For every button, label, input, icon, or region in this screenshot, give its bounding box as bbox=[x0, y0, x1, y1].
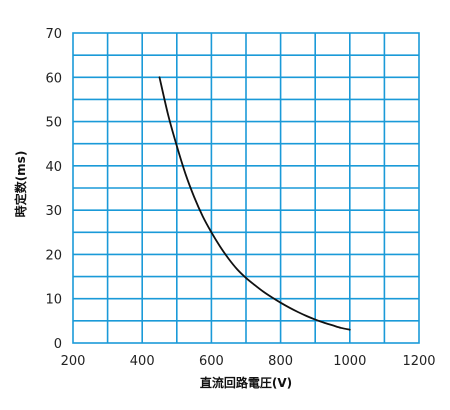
plot-frame bbox=[72, 32, 420, 344]
x-tick-label: 800 bbox=[268, 354, 293, 369]
x-axis-ticks: 200 400 600 800 1000 1200 bbox=[61, 354, 436, 369]
x-axis-title: 直流回路電圧(V) bbox=[200, 375, 292, 390]
y-tick-label: 50 bbox=[45, 116, 62, 131]
y-tick-label: 60 bbox=[45, 71, 62, 86]
x-tick-label: 200 bbox=[61, 354, 86, 369]
y-tick-label: 10 bbox=[45, 293, 62, 308]
x-tick-label: 1000 bbox=[333, 354, 366, 369]
y-tick-label: 40 bbox=[45, 160, 62, 175]
y-axis-ticks: 0 10 20 30 40 50 60 70 bbox=[45, 27, 62, 352]
grid bbox=[73, 33, 419, 343]
y-tick-label: 20 bbox=[45, 248, 62, 263]
x-tick-label: 400 bbox=[130, 354, 155, 369]
y-axis-title: 時定数(ms) bbox=[13, 151, 28, 218]
y-tick-label: 0 bbox=[54, 337, 62, 352]
x-tick-label: 1200 bbox=[402, 354, 435, 369]
y-tick-label: 30 bbox=[45, 204, 62, 219]
y-tick-label: 70 bbox=[45, 27, 62, 42]
x-tick-label: 600 bbox=[199, 354, 224, 369]
data-curve bbox=[158, 76, 351, 331]
